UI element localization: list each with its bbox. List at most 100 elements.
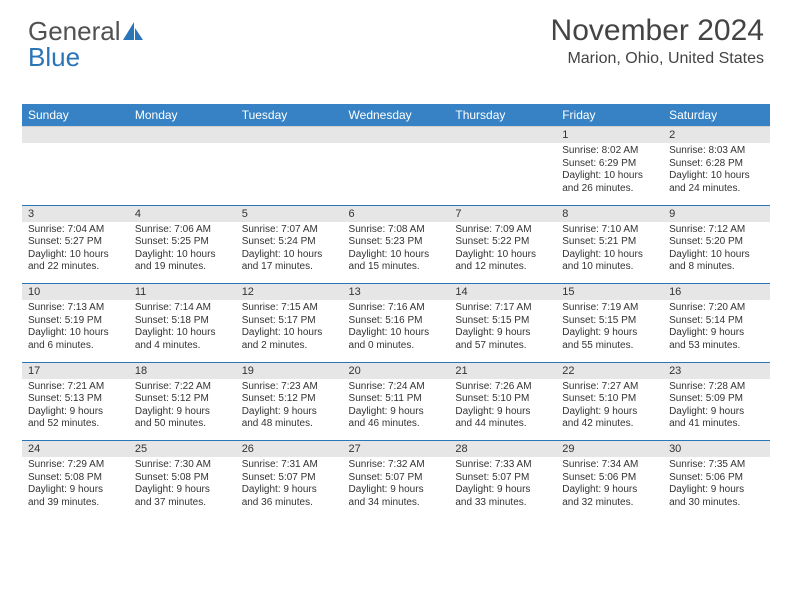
- sunset-text: Sunset: 5:17 PM: [242, 315, 337, 328]
- day-number: 11: [129, 284, 236, 301]
- sunrise-text: Sunrise: 7:19 AM: [562, 302, 657, 315]
- sunrise-text: Sunrise: 7:14 AM: [135, 302, 230, 315]
- day-header-row: Sunday Monday Tuesday Wednesday Thursday…: [22, 104, 770, 127]
- day-number: 14: [449, 284, 556, 301]
- sunrise-text: Sunrise: 7:07 AM: [242, 224, 337, 237]
- day-header: Monday: [129, 104, 236, 127]
- sunrise-text: Sunrise: 7:15 AM: [242, 302, 337, 315]
- sunrise-text: Sunrise: 8:02 AM: [562, 145, 657, 158]
- daylight-text: Daylight: 10 hours: [28, 327, 123, 340]
- sunrise-text: Sunrise: 7:08 AM: [349, 224, 444, 237]
- daylight-text: Daylight: 9 hours: [562, 406, 657, 419]
- day-cell: Sunrise: 7:32 AMSunset: 5:07 PMDaylight:…: [343, 457, 450, 519]
- day-cell: Sunrise: 7:28 AMSunset: 5:09 PMDaylight:…: [663, 379, 770, 441]
- sunrise-text: Sunrise: 7:32 AM: [349, 459, 444, 472]
- daylight-text: Daylight: 10 hours: [349, 327, 444, 340]
- day-number: 30: [663, 441, 770, 458]
- daylight-text: Daylight: 9 hours: [455, 327, 550, 340]
- sunset-text: Sunset: 5:12 PM: [135, 393, 230, 406]
- day-cell: Sunrise: 7:12 AMSunset: 5:20 PMDaylight:…: [663, 222, 770, 284]
- sunset-text: Sunset: 5:06 PM: [669, 472, 764, 485]
- day-cell: Sunrise: 7:33 AMSunset: 5:07 PMDaylight:…: [449, 457, 556, 519]
- sunrise-text: Sunrise: 7:13 AM: [28, 302, 123, 315]
- daylight-text: and 12 minutes.: [455, 261, 550, 274]
- day-cell: Sunrise: 7:35 AMSunset: 5:06 PMDaylight:…: [663, 457, 770, 519]
- month-title: November 2024: [551, 14, 764, 48]
- sunset-text: Sunset: 6:29 PM: [562, 158, 657, 171]
- day-number: 1: [556, 127, 663, 144]
- day-cell: Sunrise: 7:09 AMSunset: 5:22 PMDaylight:…: [449, 222, 556, 284]
- sunrise-text: Sunrise: 8:03 AM: [669, 145, 764, 158]
- day-cell: Sunrise: 7:07 AMSunset: 5:24 PMDaylight:…: [236, 222, 343, 284]
- sunset-text: Sunset: 5:25 PM: [135, 236, 230, 249]
- sunset-text: Sunset: 5:16 PM: [349, 315, 444, 328]
- daylight-text: Daylight: 10 hours: [562, 170, 657, 183]
- sunrise-text: Sunrise: 7:29 AM: [28, 459, 123, 472]
- daylight-text: Daylight: 10 hours: [28, 249, 123, 262]
- sunset-text: Sunset: 5:22 PM: [455, 236, 550, 249]
- day-number: 22: [556, 362, 663, 379]
- sunrise-text: Sunrise: 7:23 AM: [242, 381, 337, 394]
- day-header: Thursday: [449, 104, 556, 127]
- day-number-row: 12: [22, 127, 770, 144]
- day-cell: Sunrise: 7:04 AMSunset: 5:27 PMDaylight:…: [22, 222, 129, 284]
- day-cell: Sunrise: 7:34 AMSunset: 5:06 PMDaylight:…: [556, 457, 663, 519]
- day-number: 18: [129, 362, 236, 379]
- logo: General Blue: [28, 18, 145, 70]
- sunrise-text: Sunrise: 7:31 AM: [242, 459, 337, 472]
- day-cell: Sunrise: 7:27 AMSunset: 5:10 PMDaylight:…: [556, 379, 663, 441]
- daylight-text: and 39 minutes.: [28, 497, 123, 510]
- day-number: 21: [449, 362, 556, 379]
- sunrise-text: Sunrise: 7:24 AM: [349, 381, 444, 394]
- sunrise-text: Sunrise: 7:34 AM: [562, 459, 657, 472]
- daylight-text: Daylight: 10 hours: [135, 249, 230, 262]
- daylight-text: Daylight: 10 hours: [135, 327, 230, 340]
- sunset-text: Sunset: 5:09 PM: [669, 393, 764, 406]
- daylight-text: and 37 minutes.: [135, 497, 230, 510]
- day-cell: Sunrise: 7:19 AMSunset: 5:15 PMDaylight:…: [556, 300, 663, 362]
- sunrise-text: Sunrise: 7:33 AM: [455, 459, 550, 472]
- daylight-text: and 53 minutes.: [669, 340, 764, 353]
- sunset-text: Sunset: 5:18 PM: [135, 315, 230, 328]
- day-number: 7: [449, 205, 556, 222]
- day-header: Saturday: [663, 104, 770, 127]
- daylight-text: Daylight: 9 hours: [349, 484, 444, 497]
- day-number-row: 17181920212223: [22, 362, 770, 379]
- day-body-row: Sunrise: 7:13 AMSunset: 5:19 PMDaylight:…: [22, 300, 770, 362]
- day-cell: Sunrise: 7:31 AMSunset: 5:07 PMDaylight:…: [236, 457, 343, 519]
- daylight-text: and 8 minutes.: [669, 261, 764, 274]
- sunset-text: Sunset: 5:12 PM: [242, 393, 337, 406]
- daylight-text: Daylight: 9 hours: [242, 406, 337, 419]
- daylight-text: and 32 minutes.: [562, 497, 657, 510]
- day-number-row: 24252627282930: [22, 441, 770, 458]
- daylight-text: and 33 minutes.: [455, 497, 550, 510]
- sunset-text: Sunset: 5:10 PM: [562, 393, 657, 406]
- sunset-text: Sunset: 5:14 PM: [669, 315, 764, 328]
- day-cell: Sunrise: 7:16 AMSunset: 5:16 PMDaylight:…: [343, 300, 450, 362]
- day-number: 12: [236, 284, 343, 301]
- day-header: Tuesday: [236, 104, 343, 127]
- sunset-text: Sunset: 5:15 PM: [455, 315, 550, 328]
- daylight-text: and 57 minutes.: [455, 340, 550, 353]
- daylight-text: Daylight: 9 hours: [669, 406, 764, 419]
- day-cell: Sunrise: 7:17 AMSunset: 5:15 PMDaylight:…: [449, 300, 556, 362]
- day-cell: Sunrise: 7:06 AMSunset: 5:25 PMDaylight:…: [129, 222, 236, 284]
- day-number: 3: [22, 205, 129, 222]
- title-block: November 2024 Marion, Ohio, United State…: [551, 14, 764, 68]
- sunset-text: Sunset: 5:27 PM: [28, 236, 123, 249]
- daylight-text: and 52 minutes.: [28, 418, 123, 431]
- daylight-text: Daylight: 9 hours: [135, 406, 230, 419]
- sunset-text: Sunset: 5:06 PM: [562, 472, 657, 485]
- sunset-text: Sunset: 5:07 PM: [455, 472, 550, 485]
- sunrise-text: Sunrise: 7:30 AM: [135, 459, 230, 472]
- daylight-text: and 10 minutes.: [562, 261, 657, 274]
- daylight-text: Daylight: 10 hours: [455, 249, 550, 262]
- daylight-text: and 41 minutes.: [669, 418, 764, 431]
- sunrise-text: Sunrise: 7:09 AM: [455, 224, 550, 237]
- daylight-text: and 17 minutes.: [242, 261, 337, 274]
- sunrise-text: Sunrise: 7:04 AM: [28, 224, 123, 237]
- daylight-text: and 46 minutes.: [349, 418, 444, 431]
- daylight-text: and 15 minutes.: [349, 261, 444, 274]
- daylight-text: Daylight: 9 hours: [562, 484, 657, 497]
- day-cell: Sunrise: 7:26 AMSunset: 5:10 PMDaylight:…: [449, 379, 556, 441]
